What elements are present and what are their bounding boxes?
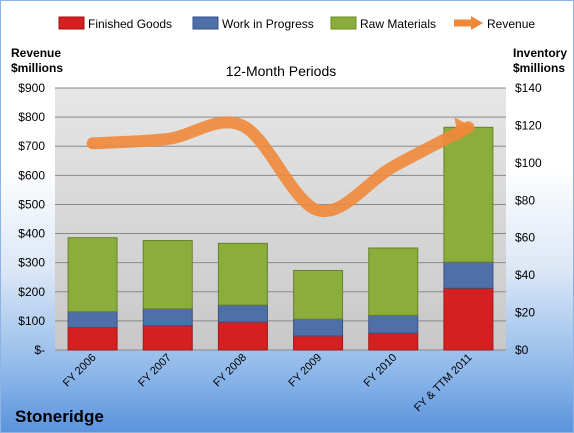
left-axis-label-line2: $millions [11, 61, 63, 75]
left-tick-label: $400 [18, 227, 45, 241]
legend-item-work-in-progress: Work in Progress [192, 16, 314, 31]
chart-title: 12-Month Periods [226, 63, 337, 79]
category-label-fy-2010: FY 2010 [362, 352, 400, 390]
legend-label-revenue: Revenue [487, 17, 535, 31]
bar-raw-materials-fy-2008 [217, 242, 268, 306]
company-name: Stoneridge [15, 407, 104, 426]
right-tick-label: $40 [515, 268, 535, 282]
left-tick-label: $100 [18, 314, 45, 328]
bar-work-in-progress-fy-2006 [67, 311, 118, 329]
legend-arrow-revenue [471, 16, 483, 30]
right-axis-ticks: $0 $20 $40 $60 $80 $100 $120 $140 [515, 81, 542, 357]
left-tick-label: $600 [18, 168, 45, 182]
bar-finished-goods-fy-2010 [368, 332, 419, 351]
bar-finished-goods-fy-2007 [142, 325, 193, 351]
bar-work-in-progress-fy-2007 [142, 308, 193, 327]
bar-finished-goods-fy-2008 [217, 321, 268, 351]
legend-label-work-in-progress: Work in Progress [222, 17, 314, 31]
left-axis-label-line1: Revenue [11, 46, 61, 60]
legend-label-finished-goods: Finished Goods [88, 17, 172, 31]
bar-finished-goods-fy-ttm-2011 [443, 287, 494, 351]
revenue-point-fy-2006 [92, 142, 94, 144]
revenue-arrowhead [454, 117, 473, 142]
bar-work-in-progress-fy-ttm-2011 [443, 261, 494, 289]
plot-area [55, 88, 506, 350]
left-tick-label: $300 [18, 256, 45, 270]
legend-swatch-raw-materials [330, 16, 357, 30]
revenue-point-fy-2010 [392, 166, 394, 168]
legend-item-raw-materials: Raw Materials [330, 16, 436, 31]
legend: Finished Goods Work in Progress Raw Mate… [58, 16, 535, 31]
right-tick-label: $140 [515, 81, 542, 95]
revenue-point-fy-2008 [242, 125, 244, 127]
left-tick-label: $200 [18, 285, 45, 299]
category-label-fy-2007: FY 2007 [136, 352, 174, 390]
right-axis-label-line1: Inventory [513, 46, 567, 60]
legend-swatch-work-in-progress [192, 16, 219, 30]
bar-raw-materials-fy-2007 [142, 240, 193, 310]
right-tick-label: $0 [515, 343, 529, 357]
bar-raw-materials-fy-2006 [67, 237, 118, 313]
right-axis-label-line2: $millions [513, 61, 565, 75]
revenue-point-fy-2009 [317, 209, 319, 211]
bar-raw-materials-fy-2009 [293, 269, 344, 320]
right-tick-label: $80 [515, 193, 535, 207]
category-label-fy-ttm-2011: FY & TTM 2011 [412, 352, 475, 415]
category-axis-ticks: FY 2006 FY 2007 FY 2008 FY 2009 FY 2010 FY & … [61, 352, 475, 415]
bar-finished-goods-fy-2009 [293, 335, 344, 351]
right-tick-label: $100 [515, 156, 542, 170]
right-tick-label: $60 [515, 231, 535, 245]
bar-finished-goods-fy-2006 [67, 327, 118, 351]
legend-item-finished-goods: Finished Goods [58, 16, 172, 31]
left-tick-label: $500 [18, 197, 45, 211]
legend-item-revenue: Revenue [454, 16, 535, 31]
bar-work-in-progress-fy-2009 [293, 318, 344, 337]
category-label-fy-2006: FY 2006 [61, 352, 99, 390]
category-label-fy-2009: FY 2009 [286, 352, 324, 390]
revenue-line-group [86, 116, 475, 218]
legend-swatch-finished-goods [58, 16, 85, 30]
left-tick-label: $900 [18, 81, 45, 95]
left-tick-label: $700 [18, 139, 45, 153]
legend-label-raw-materials: Raw Materials [360, 17, 436, 31]
bars-group [67, 126, 494, 351]
bar-raw-materials-fy-2010 [368, 247, 419, 316]
revenue-point-fy-2007 [167, 138, 169, 140]
left-tick-label: $- [34, 343, 45, 357]
left-axis-ticks: $- $100 $200 $300 $400 $500 $600 $700 $800 $900 [18, 81, 45, 357]
category-label-fy-2008: FY 2008 [211, 352, 249, 390]
right-tick-label: $120 [515, 118, 542, 132]
bar-work-in-progress-fy-2008 [217, 304, 268, 323]
left-tick-label: $800 [18, 110, 45, 124]
bar-work-in-progress-fy-2010 [368, 314, 419, 334]
gridlines [55, 87, 506, 351]
right-tick-label: $20 [515, 306, 535, 320]
revenue-point-fy-ttm-2011 [467, 126, 469, 128]
bar-raw-materials-fy-ttm-2011 [443, 126, 494, 263]
